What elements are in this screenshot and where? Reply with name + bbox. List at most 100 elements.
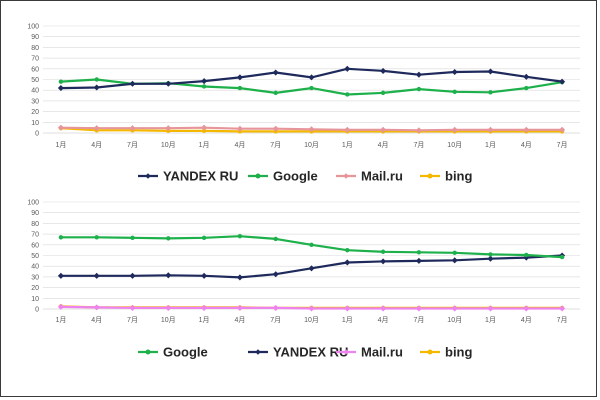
data-point [380,90,386,96]
data-point [488,90,493,95]
data-point [236,304,243,311]
series-mail-ru [57,124,566,134]
data-point [452,89,457,95]
x-tick-label: 1月 [199,316,210,324]
x-tick-label: 7月 [270,316,281,324]
data-point [523,73,530,80]
data-point [273,90,278,96]
data-point [344,305,351,312]
x-tick-label: 7月 [413,141,424,149]
chart-top: 0 10 20 30 40 50 60 70 80 90 100 1月 4月 7月 10月 1月 4月 7月 10月… [27,24,580,184]
x-tick-label: 1月 [342,316,353,324]
y-tick-label: 0 [35,307,39,314]
data-point [524,85,529,91]
y-tick-label: 10 [31,296,39,303]
data-point [523,126,530,133]
x-tick-label: 4月 [234,141,245,149]
y-tick-label: 90 [31,34,39,41]
data-point [129,125,136,132]
legend-item: Google [138,345,208,360]
data-point [237,234,243,239]
data-point [344,259,351,266]
data-point [487,126,494,133]
series-google [58,234,565,260]
legend-item: Mail.ru [336,345,403,360]
x-tick-label: 4月 [234,316,245,324]
x-tick-label: 1月 [55,141,66,149]
x-tick-label: 10月 [161,316,176,324]
data-point [451,68,458,76]
data-point [380,249,386,254]
x-tick-label: 10月 [447,316,462,324]
data-point [309,85,314,91]
data-point [380,258,387,265]
data-point [57,124,64,131]
data-point [309,242,314,247]
data-point [415,127,422,134]
x-tick-label: 4月 [521,316,532,324]
x-tick-label: 1月 [485,141,496,149]
legend-item: bing [420,169,472,184]
legend-marker [427,349,433,355]
y-tick-label: 30 [31,98,39,105]
legend-marker [145,173,151,179]
data-point [452,250,457,256]
legend-item: YANDEX RU [138,169,238,184]
legend-marker [427,173,433,179]
data-point [201,128,207,134]
data-point [273,236,278,242]
data-point [487,255,494,262]
data-point [58,79,64,84]
legend-label: Mail.ru [361,345,403,360]
data-point [523,254,530,261]
legend-item: YANDEX RU [248,345,348,360]
x-tick-label: 10月 [304,316,319,324]
data-point [236,74,243,81]
x-tick-label: 1月 [55,316,66,324]
legend-label: Google [163,345,208,360]
y-tick-label: 50 [31,77,39,84]
data-point [58,235,64,240]
data-point [57,85,64,92]
series-mail-ru [57,303,566,312]
x-tick-label: 10月 [161,141,176,149]
data-point [165,304,172,311]
x-tick-label: 4月 [521,141,532,149]
data-point [236,125,243,132]
y-tick-label: 20 [31,285,39,292]
y-tick-label: 20 [31,109,39,116]
y-tick-label: 10 [31,120,39,127]
legend-label: Google [273,169,318,184]
data-point [559,305,566,312]
data-point [451,257,458,264]
y-tick-label: 30 [31,274,39,281]
data-point [559,254,565,260]
data-point [57,303,64,310]
y-tick-label: 60 [31,242,39,249]
legend-label: Mail.ru [361,169,403,184]
y-tick-label: 40 [31,88,39,95]
data-point [165,125,172,132]
data-point [451,126,458,133]
data-point [93,272,100,279]
data-point [524,252,529,258]
data-point [345,247,350,253]
data-point [451,305,458,312]
data-point [487,68,494,75]
x-tick-label: 7月 [557,316,568,324]
legend-marker [343,173,349,179]
data-point [201,78,208,85]
x-tick-label: 10月 [304,141,319,149]
data-point [93,84,100,91]
y-tick-label: 70 [31,232,39,239]
x-tick-label: 1月 [199,141,210,149]
data-point [129,304,136,311]
y-tick-label: 100 [27,200,39,207]
x-tick-label: 4月 [91,316,102,324]
y-tick-label: 90 [31,210,39,217]
y-tick-label: 80 [31,45,39,52]
x-tick-label: 7月 [270,141,281,149]
data-point [272,271,279,278]
